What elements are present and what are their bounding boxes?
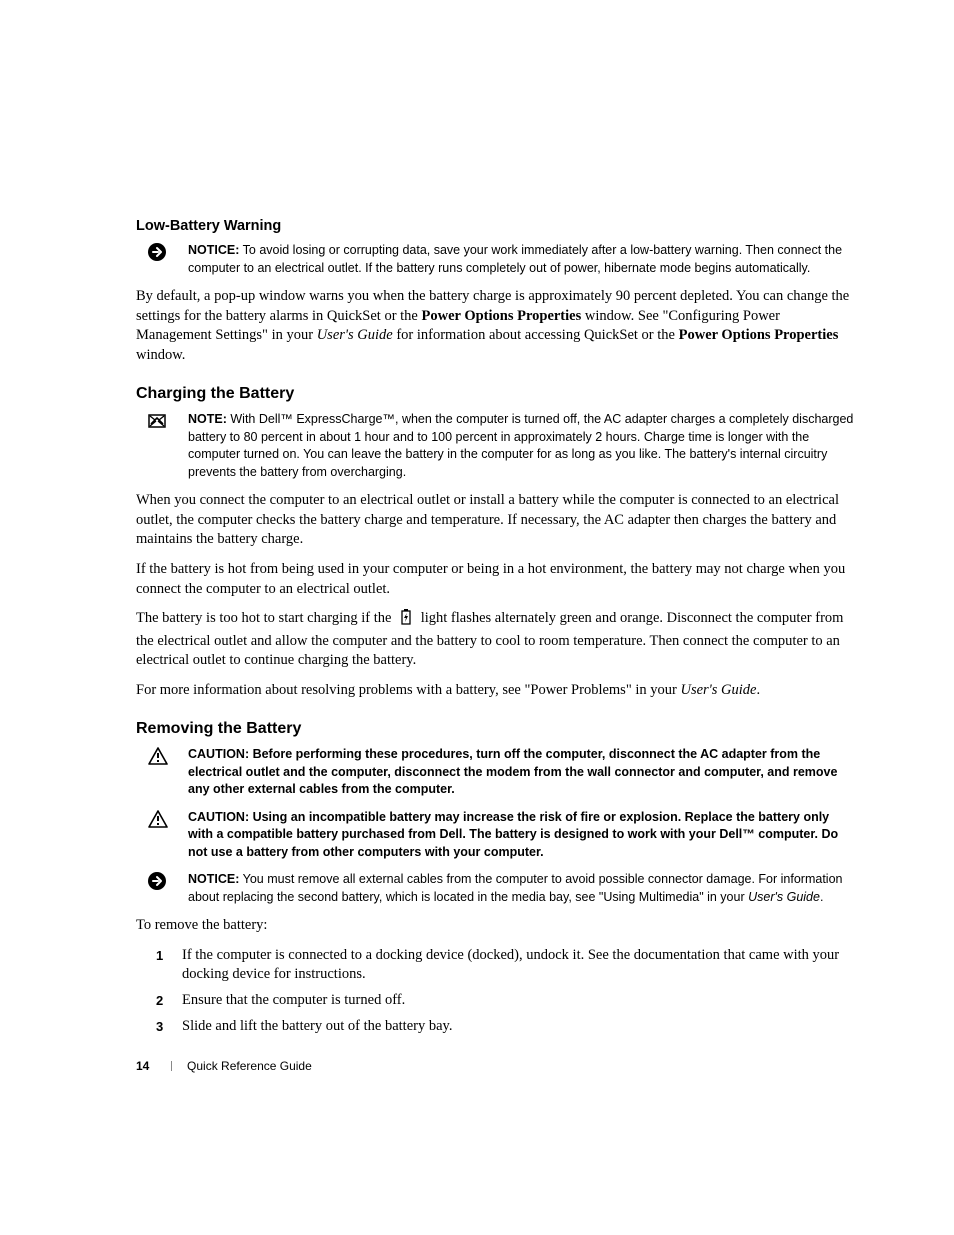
caution-text-1: CAUTION: Before performing these procedu… xyxy=(188,746,854,799)
notice-body-1: To avoid losing or corrupting data, save… xyxy=(188,243,842,275)
para-c3-a: The battery is too hot to start charging… xyxy=(136,610,395,626)
heading-low-battery: Low-Battery Warning xyxy=(136,218,854,234)
para-low-battery: By default, a pop-up window warns you wh… xyxy=(136,287,854,365)
footer-title: Quick Reference Guide xyxy=(187,1059,312,1073)
notice-body-2-ital: User's Guide xyxy=(748,890,820,904)
caution-icon-1 xyxy=(136,746,188,765)
step-num-1: 1 xyxy=(156,947,163,965)
note-callout-1: NOTE: With Dell™ ExpressCharge™, when th… xyxy=(136,411,854,481)
note-icon xyxy=(136,411,188,430)
para-lb-ital1: User's Guide xyxy=(317,327,393,343)
caution-text-2: CAUTION: Using an incompatible battery m… xyxy=(188,809,854,862)
footer-separator xyxy=(171,1061,172,1071)
steps-list: 1 If the computer is connected to a docki… xyxy=(136,946,854,1036)
notice-label-2: NOTICE: xyxy=(188,872,239,886)
step-3: 3Slide and lift the battery out of the b… xyxy=(176,1017,854,1037)
para-lb-mid2: for information about accessing QuickSet… xyxy=(393,327,679,343)
para-remove-intro: To remove the battery: xyxy=(136,916,854,936)
notice-icon xyxy=(136,242,188,261)
caution-body-2: Using an incompatible battery may increa… xyxy=(188,810,838,859)
step-text-2: Ensure that the computer is turned off. xyxy=(182,992,405,1008)
caution-callout-1: CAUTION: Before performing these procedu… xyxy=(136,746,854,799)
heading-charging: Charging the Battery xyxy=(136,385,854,403)
notice-body-2a: You must remove all external cables from… xyxy=(188,872,842,904)
notice-text-2: NOTICE: You must remove all external cab… xyxy=(188,871,854,906)
heading-removing: Removing the Battery xyxy=(136,720,854,738)
notice-text-1: NOTICE: To avoid losing or corrupting da… xyxy=(188,242,854,277)
para-c4-a: For more information about resolving pro… xyxy=(136,682,680,698)
notice-label: NOTICE: xyxy=(188,243,239,257)
para-c4-ital: User's Guide xyxy=(680,682,756,698)
step-text-1: If the computer is connected to a dockin… xyxy=(182,947,839,983)
para-lb-bold1: Power Options Properties xyxy=(422,308,582,324)
para-lb-bold2: Power Options Properties xyxy=(679,327,839,343)
para-charging-3: The battery is too hot to start charging… xyxy=(136,609,854,671)
para-charging-4: For more information about resolving pro… xyxy=(136,681,854,701)
step-num-2: 2 xyxy=(156,992,163,1010)
step-2: 2Ensure that the computer is turned off. xyxy=(176,991,854,1011)
note-text-1: NOTE: With Dell™ ExpressCharge™, when th… xyxy=(188,411,854,481)
notice-icon-2 xyxy=(136,871,188,890)
note-body-1: With Dell™ ExpressCharge™, when the comp… xyxy=(188,412,853,479)
battery-light-icon xyxy=(399,609,413,632)
step-num-3: 3 xyxy=(156,1018,163,1036)
para-c4-b: . xyxy=(756,682,760,698)
document-page: Low-Battery Warning NOTICE: To avoid los… xyxy=(0,0,954,1235)
caution-body-1: Before performing these procedures, turn… xyxy=(188,747,837,796)
notice-body-2b: . xyxy=(820,890,823,904)
notice-callout-2: NOTICE: You must remove all external cab… xyxy=(136,871,854,906)
page-number: 14 xyxy=(136,1059,149,1073)
caution-icon-2 xyxy=(136,809,188,828)
caution-label-1: CAUTION: xyxy=(188,747,249,761)
caution-label-2: CAUTION: xyxy=(188,810,249,824)
page-footer: 14 Quick Reference Guide xyxy=(136,1059,312,1073)
caution-callout-2: CAUTION: Using an incompatible battery m… xyxy=(136,809,854,862)
para-lb-end: window. xyxy=(136,347,185,363)
note-label: NOTE: xyxy=(188,412,227,426)
para-charging-1: When you connect the computer to an elec… xyxy=(136,491,854,550)
step-1: 1If the computer is connected to a docki… xyxy=(176,946,854,985)
content-area: Low-Battery Warning NOTICE: To avoid los… xyxy=(136,218,854,1042)
notice-callout-1: NOTICE: To avoid losing or corrupting da… xyxy=(136,242,854,277)
step-text-3: Slide and lift the battery out of the ba… xyxy=(182,1018,452,1034)
para-charging-2: If the battery is hot from being used in… xyxy=(136,560,854,599)
